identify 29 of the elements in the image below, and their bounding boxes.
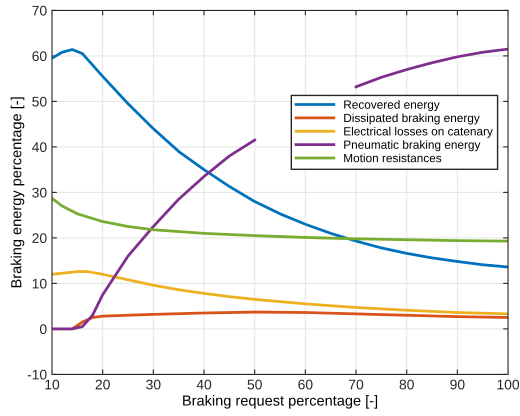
x-tick-label: 70 (349, 380, 364, 390)
legend-label: Motion resistances (344, 154, 442, 162)
x-tick-label: 40 (196, 380, 212, 390)
y-tick-label: 30 (32, 188, 47, 198)
legend-label: Dissipated braking energy (344, 113, 480, 124)
x-tick-label: 10 (45, 380, 60, 390)
y-tick-label: 70 (32, 6, 47, 16)
legend-label: Pneumatic braking energy (344, 140, 480, 152)
y-tick-label: 60 (32, 51, 47, 62)
x-tick-label: 80 (400, 380, 414, 390)
y-axis-title: Braking energy percentage [-] (10, 97, 24, 288)
line-series (52, 196, 508, 242)
x-tick-label: 60 (298, 380, 313, 390)
line-series (52, 270, 508, 316)
y-tick-label: 10 (32, 278, 47, 289)
y-tick-label: -10 (28, 370, 47, 380)
x-tick-label: 20 (96, 380, 110, 390)
legend-label: Recovered energy (344, 100, 440, 112)
x-tick-label: 100 (498, 380, 520, 390)
x-tick-label: 30 (146, 380, 161, 390)
legend-label: Electrical losses on catenary (344, 126, 493, 138)
y-tick-label: 40 (32, 142, 47, 152)
x-axis-title: Braking request percentage [-] (183, 394, 378, 409)
x-tick-label: 90 (450, 380, 465, 390)
y-tick-label: 20 (32, 233, 47, 244)
line-series (52, 48, 508, 268)
y-tick-label: 50 (32, 96, 47, 107)
x-tick-label: 50 (248, 380, 262, 390)
y-tick-label: 0 (40, 324, 47, 334)
